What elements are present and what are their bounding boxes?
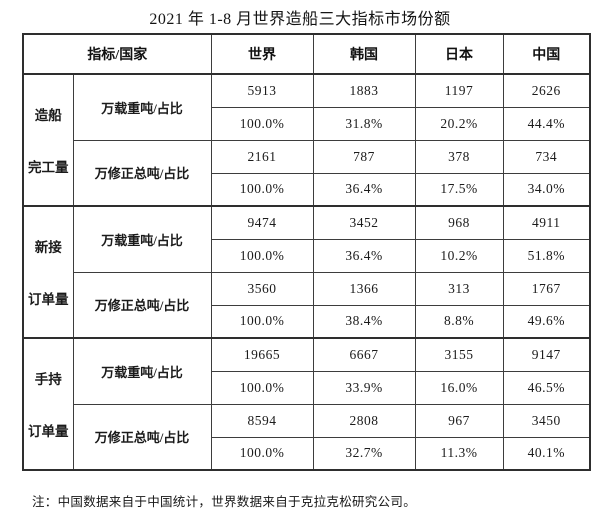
cell-share: 100.0%: [210, 304, 314, 339]
row-label-dwt: 万载重吨/占比: [72, 337, 212, 405]
table-row: 100.0% 31.8% 20.2% 44.4%: [23, 106, 591, 141]
group-label-backlog: 手持 订单量: [22, 337, 74, 471]
cell-value: 19665: [210, 337, 314, 372]
group-label-line: 新接: [34, 240, 62, 255]
cell-share: 33.9%: [312, 370, 416, 405]
cell-share: 11.3%: [414, 436, 504, 471]
cell-share: 34.0%: [502, 172, 591, 207]
header-row: 指标/国家 世界 韩国 日本 中国: [22, 33, 591, 75]
group-label-new-orders: 新接 订单量: [22, 205, 74, 339]
table-row: 100.0% 32.7% 11.3% 40.1%: [23, 436, 591, 471]
cell-share: 44.4%: [502, 106, 591, 141]
row-label-cgt: 万修正总吨/占比: [72, 139, 212, 207]
cell-share: 10.2%: [414, 238, 504, 273]
cell-value: 3155: [414, 337, 504, 372]
cell-value: 6667: [312, 337, 416, 372]
table-row: 100.0% 36.4% 17.5% 34.0%: [23, 172, 591, 207]
cell-value: 3452: [312, 205, 416, 240]
table-row: 100.0% 33.9% 16.0% 46.5%: [23, 370, 591, 405]
cell-share: 36.4%: [312, 238, 416, 273]
cell-share: 40.1%: [502, 436, 591, 471]
source-note: 注：中国数据来自于中国统计，世界数据来自于克拉克松研究公司。: [32, 495, 417, 509]
table-row: 新接 订单量 万载重吨/占比 9474 3452 968 4911: [22, 205, 591, 339]
cell-value: 3560: [210, 271, 314, 306]
cell-value: 1883: [312, 73, 416, 108]
page-title: 2021 年 1-8 月世界造船三大指标市场份额: [149, 11, 451, 28]
header-col-korea: 韩国: [312, 33, 416, 75]
cell-value: 967: [414, 403, 504, 438]
cell-share: 100.0%: [210, 238, 314, 273]
cell-share: 17.5%: [414, 172, 504, 207]
cell-value: 968: [414, 205, 504, 240]
table-row: 万修正总吨/占比 8594 2808 967 3450: [23, 403, 591, 471]
cell-value: 2626: [502, 73, 591, 108]
cell-value: 313: [414, 271, 504, 306]
header-indicator-country: 指标/国家: [22, 33, 212, 75]
cell-share: 100.0%: [210, 172, 314, 207]
cell-value: 9147: [502, 337, 591, 372]
cell-value: 1366: [312, 271, 416, 306]
cell-share: 100.0%: [210, 370, 314, 405]
group-label-line: 订单量: [28, 292, 69, 307]
header-col-china: 中国: [502, 33, 591, 75]
market-share-table: 指标/国家 世界 韩国 日本 中国 造船 完工量 万载重吨/占比 5913 18…: [22, 33, 592, 471]
cell-share: 51.8%: [502, 238, 591, 273]
header-col-world: 世界: [210, 33, 314, 75]
cell-share: 46.5%: [502, 370, 591, 405]
cell-value: 734: [502, 139, 591, 174]
cell-share: 36.4%: [312, 172, 416, 207]
group-label-line: 造船: [34, 108, 62, 123]
group-label-completions: 造船 完工量: [22, 73, 74, 207]
table-row: 100.0% 38.4% 8.8% 49.6%: [23, 304, 591, 339]
cell-share: 31.8%: [312, 106, 416, 141]
table-row: 造船 完工量 万载重吨/占比 5913 1883 1197 2626: [22, 73, 591, 207]
cell-value: 378: [414, 139, 504, 174]
row-label-cgt: 万修正总吨/占比: [72, 271, 212, 339]
cell-value: 2161: [210, 139, 314, 174]
table-row: 100.0% 36.4% 10.2% 51.8%: [23, 238, 591, 273]
cell-share: 20.2%: [414, 106, 504, 141]
header-col-japan: 日本: [414, 33, 504, 75]
cell-share: 100.0%: [210, 106, 314, 141]
table-row: 万修正总吨/占比 2161 787 378 734: [23, 139, 591, 207]
cell-value: 2808: [312, 403, 416, 438]
cell-value: 3450: [502, 403, 591, 438]
row-label-dwt: 万载重吨/占比: [72, 73, 212, 141]
cell-share: 32.7%: [312, 436, 416, 471]
cell-share: 38.4%: [312, 304, 416, 339]
cell-value: 4911: [502, 205, 591, 240]
row-label-dwt: 万载重吨/占比: [72, 205, 212, 273]
row-label-cgt: 万修正总吨/占比: [72, 403, 212, 471]
cell-value: 1197: [414, 73, 504, 108]
cell-share: 100.0%: [210, 436, 314, 471]
group-label-line: 订单量: [28, 424, 69, 439]
table-row: 万修正总吨/占比 3560 1366 313 1767: [23, 271, 591, 339]
cell-value: 8594: [210, 403, 314, 438]
cell-value: 9474: [210, 205, 314, 240]
cell-value: 5913: [210, 73, 314, 108]
group-label-line: 完工量: [28, 160, 69, 175]
group-label-line: 手持: [34, 372, 62, 387]
cell-share: 8.8%: [414, 304, 504, 339]
cell-value: 1767: [502, 271, 591, 306]
table-row: 手持 订单量 万载重吨/占比 19665 6667 3155 9147: [22, 337, 591, 471]
cell-value: 787: [312, 139, 416, 174]
cell-share: 16.0%: [414, 370, 504, 405]
cell-share: 49.6%: [502, 304, 591, 339]
